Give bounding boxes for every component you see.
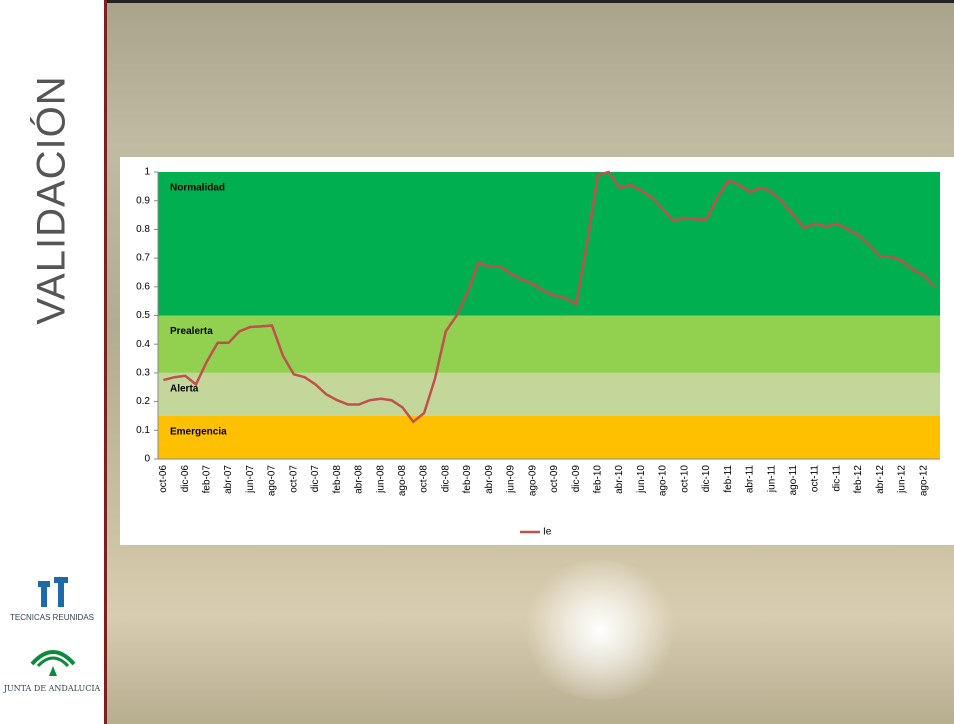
x-tick-label: feb-11 bbox=[723, 465, 734, 493]
y-tick-label: 0.8 bbox=[136, 224, 150, 235]
y-tick-label: 0.6 bbox=[136, 281, 150, 292]
x-tick-label: ago-12 bbox=[918, 465, 929, 497]
y-tick-label: 0.9 bbox=[136, 195, 150, 206]
x-tick-label: jun-11 bbox=[766, 465, 777, 493]
x-tick-label: dic-11 bbox=[831, 465, 842, 492]
x-tick-label: abr-12 bbox=[875, 465, 886, 494]
x-tick-label: jun-12 bbox=[897, 465, 908, 494]
y-tick-label: 0.1 bbox=[136, 425, 150, 436]
x-tick-label: ago-11 bbox=[788, 465, 799, 496]
x-tick-label: jun-10 bbox=[636, 465, 647, 494]
x-tick-label: jun-09 bbox=[506, 465, 517, 494]
slide: VALIDACIÓN TECNICAS REUNIDAS JUNTA DE AN… bbox=[0, 0, 954, 724]
y-tick-label: 0.4 bbox=[136, 339, 150, 350]
x-tick-label: feb-10 bbox=[593, 465, 604, 494]
band-label: Normalidad bbox=[170, 183, 225, 194]
x-tick-label: dic-09 bbox=[571, 465, 582, 493]
x-tick-label: jun-07 bbox=[245, 465, 256, 494]
x-tick-label: abr-10 bbox=[614, 465, 625, 494]
chart: Normalidad Prealerta Alerta Emergencia 0 0.1 0… bbox=[0, 0, 954, 724]
band bbox=[158, 373, 940, 416]
x-tick-label: oct-06 bbox=[158, 465, 169, 493]
x-tick-label: oct-10 bbox=[679, 465, 690, 493]
y-tick-label: 0.7 bbox=[136, 253, 150, 264]
x-tick-label: feb-08 bbox=[332, 465, 343, 494]
y-tick-label: 0.2 bbox=[136, 396, 150, 407]
x-tick-label: ago-08 bbox=[397, 465, 408, 497]
x-tick-label: feb-12 bbox=[853, 465, 864, 494]
legend-label: Ie bbox=[543, 527, 552, 538]
x-tick-label: oct-09 bbox=[549, 465, 560, 493]
x-tick-label: dic-10 bbox=[701, 465, 712, 493]
x-tick-label: ago-09 bbox=[527, 465, 538, 497]
y-tick-label: 0 bbox=[144, 454, 150, 465]
y-tick-label: 0.5 bbox=[136, 310, 150, 321]
x-tick-label: dic-06 bbox=[180, 465, 191, 493]
x-tick-label: oct-08 bbox=[419, 465, 430, 493]
y-tick-label: 1 bbox=[144, 167, 150, 178]
x-tick-label: oct-11 bbox=[810, 465, 821, 492]
band bbox=[158, 316, 940, 373]
band-label: Emergencia bbox=[170, 427, 227, 438]
x-tick-label: ago-10 bbox=[658, 465, 669, 497]
x-tick-label: feb-07 bbox=[202, 465, 213, 494]
band bbox=[158, 416, 940, 459]
x-tick-label: abr-08 bbox=[354, 465, 365, 494]
band-label: Alerta bbox=[170, 384, 199, 395]
x-tick-label: oct-07 bbox=[288, 465, 299, 493]
band-label: Prealerta bbox=[170, 326, 213, 337]
y-tick-label: 0.3 bbox=[136, 368, 150, 379]
x-tick-label: abr-09 bbox=[484, 465, 495, 494]
x-tick-label: abr-07 bbox=[223, 465, 234, 494]
x-tick-label: abr-11 bbox=[745, 465, 756, 494]
x-tick-label: feb-09 bbox=[462, 465, 473, 494]
x-tick-label: jun-08 bbox=[375, 465, 386, 494]
x-tick-label: dic-07 bbox=[310, 465, 321, 493]
x-tick-label: ago-07 bbox=[267, 465, 278, 497]
x-tick-label: dic-08 bbox=[440, 465, 451, 493]
